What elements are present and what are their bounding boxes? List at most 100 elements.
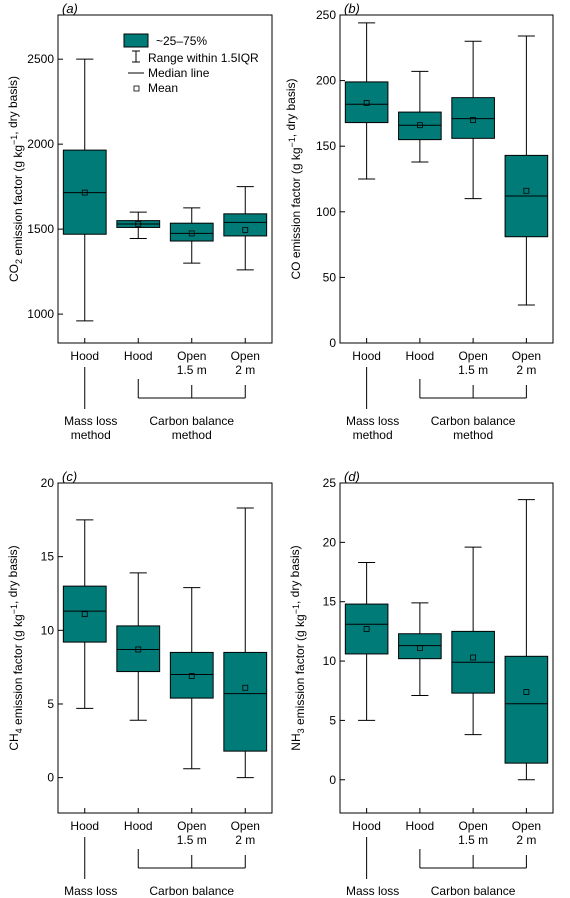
mean-marker xyxy=(470,654,477,661)
x-category-label: Open xyxy=(177,349,206,363)
group-label-carbon-balance: Carbon balance xyxy=(431,884,516,898)
legend-box-swatch xyxy=(123,33,149,48)
x-category-sublabel: 2 m xyxy=(516,833,536,847)
mean-marker xyxy=(242,684,249,691)
x-category-sublabel: 2 m xyxy=(516,363,536,377)
legend-median-label: Median line xyxy=(148,66,210,80)
y-tick-label: 25 xyxy=(323,476,337,490)
iqr-box xyxy=(169,222,214,242)
iqr-box xyxy=(398,633,442,660)
x-category-sublabel: 1.5 m xyxy=(177,363,207,377)
x-category-label: Hood xyxy=(406,349,435,363)
iqr-box xyxy=(223,213,268,237)
iqr-box xyxy=(344,81,389,124)
mean-marker xyxy=(188,230,195,237)
y-tick-label: 5 xyxy=(329,713,336,727)
y-tick-label: 2000 xyxy=(27,137,54,151)
iqr-box xyxy=(169,651,214,699)
x-category-label: Open xyxy=(231,819,260,833)
iqr-box xyxy=(398,111,442,141)
box-series-2 xyxy=(116,211,161,239)
x-category-sublabel: 2 m xyxy=(235,363,255,377)
mean-marker xyxy=(135,646,142,653)
x-category-label: Hood xyxy=(70,819,99,833)
mean-marker xyxy=(81,611,88,618)
y-tick-label: 1000 xyxy=(27,307,54,321)
box-series-1 xyxy=(344,22,389,180)
box-series-3 xyxy=(169,207,214,264)
y-tick-label: 150 xyxy=(316,139,336,153)
x-category-sublabel: 1.5 m xyxy=(458,833,488,847)
y-tick-label: 0 xyxy=(329,773,336,787)
box-series-1 xyxy=(62,58,107,322)
panel-label: (d) xyxy=(344,469,360,484)
mean-marker xyxy=(188,673,195,679)
group-label-mass-loss-method: method xyxy=(71,428,111,442)
y-tick-label: 200 xyxy=(316,74,336,88)
y-tick-label: 250 xyxy=(316,8,336,22)
y-tick-label: 100 xyxy=(316,205,336,219)
x-category-sublabel: 2 m xyxy=(235,833,255,847)
legend-mean-label: Mean xyxy=(148,81,178,95)
box-series-4 xyxy=(223,507,268,779)
plot-frame xyxy=(339,14,554,344)
group-label-carbon-balance: Carbon balance xyxy=(149,414,234,428)
y-axis-label: CO2 emission factor (g kg−1, dry basis) xyxy=(6,76,25,282)
mean-marker xyxy=(242,227,249,233)
x-category-label: Open xyxy=(177,819,206,833)
y-tick-label: 0 xyxy=(329,336,336,350)
x-category-label: Open xyxy=(458,349,487,363)
x-category-label: Hood xyxy=(352,349,381,363)
group-label-carbon-balance-method: method xyxy=(453,428,493,442)
group-label-mass-loss: Mass loss xyxy=(64,884,117,898)
x-category-label: Hood xyxy=(406,819,435,833)
box-series-3 xyxy=(169,587,214,770)
mean-marker xyxy=(363,100,370,106)
x-category-label: Hood xyxy=(70,349,99,363)
group-label-mass-loss-method: method xyxy=(353,428,393,442)
mean-marker xyxy=(81,189,88,196)
y-tick-label: 20 xyxy=(41,476,55,490)
y-axis-label: NH3 emission factor (g kg−1, dry basis) xyxy=(288,545,307,750)
x-category-label: Hood xyxy=(124,349,153,363)
mean-marker xyxy=(523,187,530,194)
panel-label: (c) xyxy=(62,469,77,484)
legend-mean-swatch xyxy=(133,85,140,92)
y-tick-label: 10 xyxy=(323,654,337,668)
group-label-carbon-balance: Carbon balance xyxy=(149,884,234,898)
y-tick-label: 15 xyxy=(41,550,55,564)
y-tick-label: 15 xyxy=(323,595,337,609)
mean-marker xyxy=(523,689,530,695)
group-label-carbon-balance: Carbon balance xyxy=(431,414,516,428)
mean-marker xyxy=(135,221,142,227)
x-category-label: Open xyxy=(458,819,487,833)
box-series-2 xyxy=(398,70,442,163)
x-category-sublabel: 1.5 m xyxy=(177,833,207,847)
legend-box-label: ~25–75% xyxy=(156,34,207,48)
chart-panel-1: 1000 1500 2000 2500 (a) CO2 emission factor (… xyxy=(6,1,273,442)
mean-marker xyxy=(470,117,477,123)
x-category-label: Open xyxy=(512,819,541,833)
y-tick-label: 0 xyxy=(47,771,54,785)
iqr-box xyxy=(504,655,549,764)
x-category-label: Open xyxy=(512,349,541,363)
box-series-4 xyxy=(223,186,268,271)
x-category-sublabel: 1.5 m xyxy=(458,363,488,377)
box-series-2 xyxy=(116,572,161,721)
y-tick-label: 50 xyxy=(323,270,337,284)
iqr-box xyxy=(344,603,389,655)
y-tick-label: 5 xyxy=(47,697,54,711)
x-category-label: Hood xyxy=(124,819,153,833)
group-label-mass-loss: Mass loss xyxy=(346,414,399,428)
mean-marker xyxy=(416,122,423,129)
box-series-1 xyxy=(344,562,389,721)
y-tick-label: 1500 xyxy=(27,222,54,236)
iqr-box xyxy=(62,585,107,643)
chart-panel-4: 0 5 10 15 20 25 (d) NH3 emission factor (g kg−1… xyxy=(288,469,554,898)
iqr-box xyxy=(223,651,268,752)
panel-label: (a) xyxy=(62,1,78,16)
group-label-carbon-balance-method: method xyxy=(172,428,212,442)
panel-label: (b) xyxy=(344,1,360,16)
